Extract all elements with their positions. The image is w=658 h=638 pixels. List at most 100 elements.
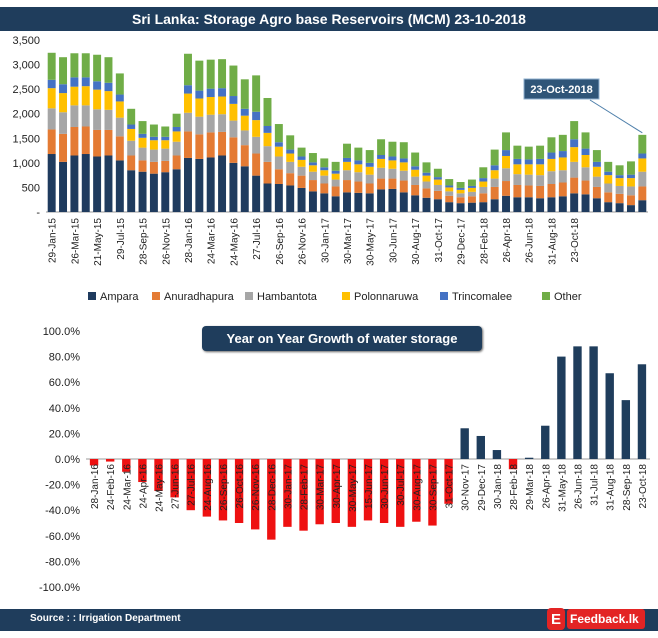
bar-segment-hambantota (502, 168, 510, 182)
bar-segment-polonnaruwa (104, 91, 113, 110)
bar-segment-polonnaruwa (297, 159, 306, 167)
bar-segment-anuradhapura (524, 185, 533, 198)
bar-segment-other (570, 121, 579, 140)
y-tick-label: 0.0% (55, 454, 80, 466)
bar-segment-hambantota (59, 112, 68, 134)
bar-segment-other (195, 60, 204, 91)
bar-segment-trincomalee (138, 133, 147, 138)
y-tick-label: -100.0% (39, 582, 80, 594)
bar-segment-polonnaruwa (184, 93, 192, 113)
x-tick-label: 28-Feb-18 (509, 464, 520, 511)
bar-segment-trincomalee (467, 185, 476, 188)
bar-segment-anuradhapura (502, 181, 510, 196)
bar-segment-ampara (547, 197, 556, 212)
bar-segment-polonnaruwa (524, 164, 533, 175)
x-tick-label: 24-Feb-16 (106, 464, 117, 511)
x-tick-label: 28-Feb-17 (300, 464, 311, 511)
bar-segment-hambantota (252, 136, 261, 154)
bar-segment-anuradhapura (59, 133, 68, 162)
bar-segment-ampara (252, 175, 261, 212)
bar-segment-other (524, 146, 533, 160)
y-tick-label: 3,000 (12, 60, 40, 72)
bar-segment-hambantota (445, 191, 454, 196)
bar-segment-polonnaruwa (70, 86, 79, 106)
bar-segment-trincomalee (286, 149, 295, 154)
yoy-bar (524, 457, 534, 459)
bar-segment-polonnaruwa (422, 175, 431, 182)
x-tick-label: 30-May-17 (366, 218, 377, 266)
bar-segment-ampara (172, 169, 181, 212)
bar-segment-ampara (229, 162, 238, 212)
bar-segment-polonnaruwa (365, 166, 374, 175)
chart-title: Sri Lanka: Storage Agro base Reservoirs … (0, 7, 658, 31)
x-tick-label: 27-Jul-16 (187, 464, 198, 506)
bar-segment-hambantota (547, 171, 556, 184)
bar-segment-trincomalee (47, 79, 56, 89)
x-tick-label: 26-Apr-18 (541, 464, 552, 509)
x-tick-label: 24-Aug-16 (203, 464, 214, 511)
bar-segment-trincomalee (297, 156, 306, 160)
yoy-bar (170, 459, 179, 498)
bar-segment-polonnaruwa (592, 166, 601, 177)
bar-segment-anuradhapura (422, 188, 431, 198)
bar-segment-trincomalee (172, 126, 181, 132)
y-tick-label: -80.0% (45, 556, 80, 568)
bar-segment-anuradhapura (104, 129, 113, 156)
bar-segment-polonnaruwa (308, 165, 317, 172)
bar-segment-other (433, 168, 442, 178)
bar-segment-ampara (240, 166, 249, 212)
bar-segment-anuradhapura (479, 193, 488, 203)
bar-segment-anuradhapura (354, 181, 363, 193)
yoy-bar (621, 400, 631, 459)
bar-segment-trincomalee (570, 139, 579, 148)
bar-segment-hambantota (490, 178, 499, 187)
y-tick-label: -40.0% (45, 505, 80, 517)
bar-segment-trincomalee (70, 77, 79, 87)
x-tick-label: 28-Dec-16 (267, 464, 278, 511)
x-tick-label: 30-Aug-17 (411, 218, 422, 265)
y-tick-label: 3,500 (12, 35, 40, 47)
yoy-chart-title: Year on Year Growth of water storage (202, 326, 482, 351)
bar-segment-anuradhapura (138, 160, 147, 172)
x-tick-label: 29-Jul-15 (116, 218, 127, 260)
y-tick-label: 40.0% (49, 403, 80, 415)
x-tick-label: 31-Aug-18 (547, 218, 558, 265)
bar-segment-other (377, 139, 386, 155)
yoy-bar (251, 459, 260, 530)
bar-segment-ampara (297, 187, 306, 212)
bar-segment-ampara (206, 157, 215, 212)
bar-segment-polonnaruwa (547, 158, 556, 172)
legend-swatch-ampara (88, 292, 96, 300)
bar-segment-anuradhapura (320, 183, 329, 194)
legend-swatch-other (542, 292, 550, 300)
bar-segment-ampara (615, 203, 624, 212)
bar-segment-ampara (502, 195, 510, 212)
y-tick-label: - (36, 207, 40, 219)
bar-segment-trincomalee (411, 166, 420, 170)
bar-segment-hambantota (161, 148, 170, 161)
bar-segment-polonnaruwa (456, 189, 465, 194)
yoy-bar (428, 459, 437, 526)
bar-segment-hambantota (240, 130, 249, 146)
bar-segment-hambantota (286, 161, 295, 174)
bar-segment-other (252, 75, 261, 112)
bar-segment-trincomalee (320, 167, 329, 171)
bar-segment-anuradhapura (467, 196, 476, 203)
annotation-pointer (589, 99, 643, 134)
bar-segment-ampara (286, 185, 295, 212)
y-tick-label: 500 (22, 182, 40, 194)
legend-swatch-hambantota (245, 292, 253, 300)
bar-segment-hambantota (626, 186, 635, 196)
bar-segment-anuradhapura (195, 134, 204, 159)
bar-segment-other (558, 134, 567, 152)
feedback-logo[interactable]: E Feedback.lk (547, 606, 645, 632)
bar-segment-ampara (377, 189, 386, 212)
bar-segment-trincomalee (331, 170, 340, 174)
bar-segment-hambantota (320, 175, 329, 184)
bar-segment-anuradhapura (411, 184, 420, 196)
bar-segment-anuradhapura (445, 195, 454, 203)
bar-segment-ampara (570, 193, 579, 212)
bar-segment-ampara (433, 199, 442, 212)
bar-segment-trincomalee (81, 77, 90, 87)
bar-segment-ampara (399, 192, 408, 212)
